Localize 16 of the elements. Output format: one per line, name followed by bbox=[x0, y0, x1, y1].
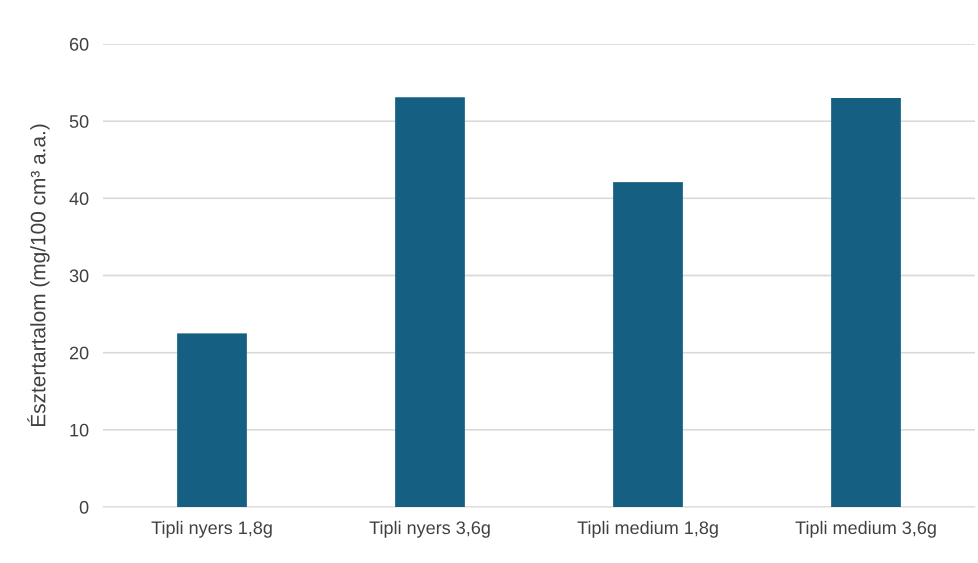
bar bbox=[395, 97, 465, 507]
x-tick-label: Tipli nyers 1,8g bbox=[152, 520, 272, 538]
y-tick-label: 30 bbox=[70, 269, 88, 282]
y-axis-title: Észtertartalom (mg/100 cm³ a.a.) bbox=[27, 124, 50, 426]
y-tick-label: 20 bbox=[70, 346, 88, 360]
y-tick-label: 60 bbox=[70, 38, 88, 51]
bar bbox=[613, 182, 683, 507]
y-tick-label: 50 bbox=[70, 115, 88, 128]
x-tick-label: Tipli medium 1,8g bbox=[578, 520, 718, 538]
bar bbox=[177, 333, 247, 507]
bar bbox=[831, 98, 901, 507]
y-tick-label: 10 bbox=[70, 424, 88, 437]
x-tick-label: Tipli medium 3,6g bbox=[796, 520, 936, 538]
y-tick-label: 40 bbox=[69, 192, 88, 206]
x-tick-label: Tipli nyers 3,6g bbox=[370, 520, 490, 538]
y-tick-label: 0 bbox=[80, 500, 88, 514]
